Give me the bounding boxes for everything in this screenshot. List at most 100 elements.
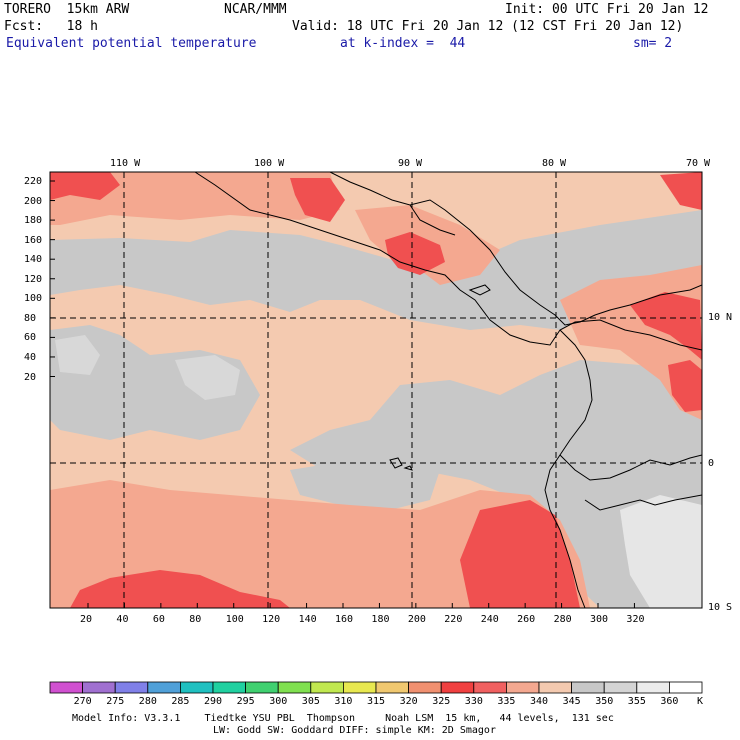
lat-label-10s: 10 S — [708, 602, 733, 613]
lon-label-90w: 90 W — [398, 158, 423, 169]
y-tick-label: 80 — [24, 312, 37, 324]
y-tick-label: 180 — [24, 215, 43, 227]
x-tick-label: 200 — [407, 614, 426, 625]
colorbar-label: 335 — [497, 696, 516, 707]
grey-region-equator — [290, 455, 440, 510]
red-region-gulf — [290, 178, 345, 222]
colorbar-swatch — [669, 681, 703, 694]
colorbar-swatch — [114, 681, 149, 694]
colorbar-swatch — [440, 681, 475, 694]
lon-label-80w: 80 W — [542, 158, 567, 169]
red-region-northwest — [50, 172, 120, 200]
y-tick-label: 40 — [24, 351, 37, 363]
x-tick-label: 140 — [298, 614, 317, 625]
smoothing-label: sm= 2 — [633, 36, 673, 51]
field-name: Equivalent potential temperature — [6, 36, 257, 51]
colorbar-label: 300 — [269, 696, 288, 707]
colorbar-swatch — [538, 681, 572, 694]
colorbar-swatch — [636, 681, 670, 694]
y-tick-label: 200 — [24, 195, 43, 207]
x-tick-label: 320 — [626, 614, 645, 625]
colorbar-label: 285 — [171, 696, 190, 707]
colorbar-swatch — [147, 681, 181, 694]
colorbar-label: 330 — [464, 696, 483, 707]
y-tick-label: 20 — [24, 371, 37, 383]
grey-region-north — [50, 210, 702, 330]
x-tick-label: 120 — [262, 614, 281, 625]
colorbar-swatch — [375, 681, 409, 694]
x-tick-marks — [87, 603, 635, 608]
red-region-south-east — [460, 500, 580, 608]
lon-label-110w: 110 W — [110, 158, 141, 169]
colorbar-swatch — [277, 681, 312, 694]
colorbar-label: 290 — [204, 696, 223, 707]
colorbar-label: 350 — [595, 696, 614, 707]
valid-time: Valid: 18 UTC Fri 20 Jan 12 (12 CST Fri … — [292, 19, 684, 34]
x-tick-label: 280 — [553, 614, 572, 625]
model-info: Model Info: V3.3.1 Tiedtke YSU PBL Thomp… — [72, 713, 614, 724]
red-region-guatemala — [385, 232, 445, 275]
lat-label-0: 0 — [708, 458, 715, 469]
lon-label-100w: 100 W — [254, 158, 285, 169]
colorbar-swatch — [603, 681, 638, 694]
grey-region-east — [290, 360, 702, 608]
colorbar-label: 280 — [138, 696, 157, 707]
colorbar-label: 320 — [399, 696, 418, 707]
x-tick-label: 20 — [80, 614, 93, 625]
init-time: Init: 00 UTC Fri 20 Jan 12 — [505, 2, 709, 17]
lon-label-70w: 70 W — [686, 158, 711, 169]
x-tick-label: 220 — [444, 614, 463, 625]
colorbar-label: 355 — [627, 696, 646, 707]
colorbar-swatch — [82, 681, 116, 694]
y-tick-marks — [50, 180, 55, 377]
x-tick-label: 180 — [371, 614, 390, 625]
colorbar-swatch — [571, 681, 605, 694]
colorbar-label: 325 — [432, 696, 451, 707]
model-title: TORERO 15km ARW — [4, 2, 130, 17]
grey-patch-mid — [175, 355, 240, 400]
x-tick-label: 40 — [116, 614, 129, 625]
x-tick-label: 300 — [590, 614, 609, 625]
red-region-northeast — [660, 172, 702, 210]
colorbar-label: 360 — [660, 696, 679, 707]
grid-lines — [50, 172, 702, 608]
colorbar-label: 275 — [106, 696, 125, 707]
colorbar-swatch — [212, 681, 246, 694]
forecast-hour: Fcst: 18 h — [4, 19, 98, 34]
level-label: at k-index = 44 — [340, 36, 466, 51]
grey-patch-left — [55, 335, 100, 375]
map-frame — [49, 171, 703, 609]
colorbar-swatch — [408, 681, 442, 694]
colorbar-swatch — [245, 681, 279, 694]
y-tick-label: 140 — [24, 254, 43, 266]
colorbar-label: 315 — [367, 696, 386, 707]
y-tick-label: 160 — [24, 234, 43, 246]
grey-region-west — [50, 325, 260, 440]
y-tick-label: 100 — [24, 293, 43, 305]
colorbar-label: 310 — [334, 696, 353, 707]
colorbar-label: 270 — [73, 696, 92, 707]
colorbar — [49, 681, 703, 694]
colorbar-swatch — [49, 681, 83, 694]
colorbar-label: 295 — [236, 696, 255, 707]
y-tick-label: 120 — [24, 273, 43, 285]
center-label: NCAR/MMM — [224, 2, 287, 17]
red-region-colombia-east — [668, 360, 702, 412]
colorbar-swatch — [310, 681, 344, 694]
colorbar-swatch — [473, 681, 507, 694]
colorbar-unit: K — [697, 696, 704, 707]
y-tick-label: 60 — [24, 332, 37, 344]
red-region-venezuela — [630, 292, 702, 360]
colorbar-label: 345 — [562, 696, 581, 707]
light-grey-region-southeast — [620, 495, 702, 608]
lat-label-10n: 10 N — [708, 312, 733, 323]
x-tick-label: 60 — [152, 614, 165, 625]
colorbar-swatch — [342, 681, 377, 694]
red-region-south-band — [70, 570, 290, 608]
y-tick-label: 220 — [24, 176, 43, 187]
x-tick-label: 160 — [335, 614, 354, 625]
colorbar-label: 305 — [301, 696, 320, 707]
x-tick-label: 240 — [480, 614, 499, 625]
x-tick-label: 100 — [225, 614, 244, 625]
